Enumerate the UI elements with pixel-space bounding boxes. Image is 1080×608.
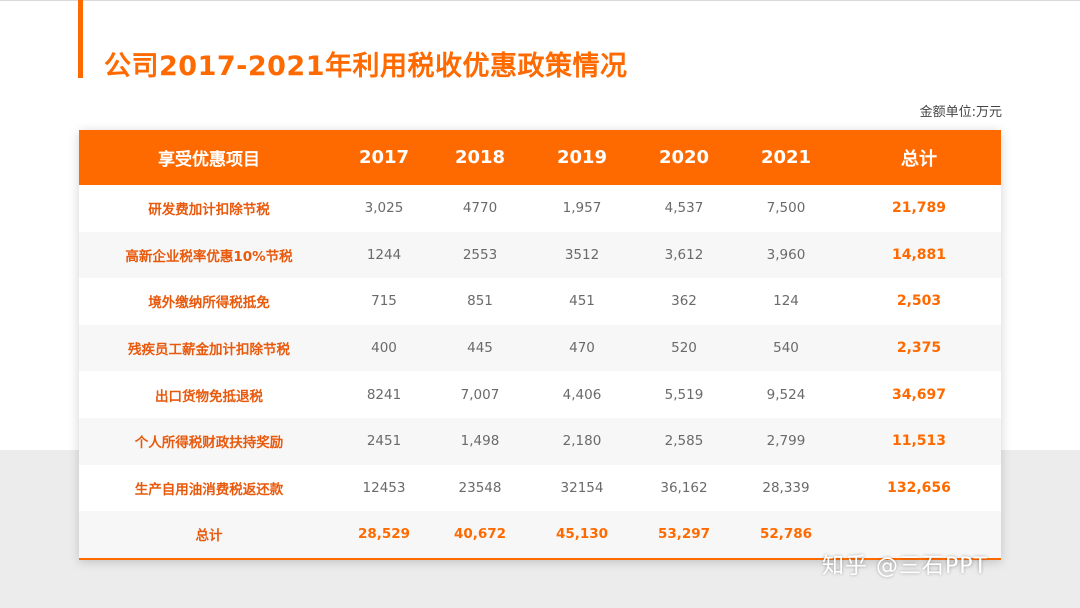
watermark: 知乎 @三石PPT <box>822 554 988 579</box>
row-label: 生产自用油消费税返还款 <box>134 481 284 498</box>
table-row: 个人所得税财政扶持奖励 2451 1,498 2,180 2,585 2,799… <box>79 417 1001 465</box>
table-cell: 32154 <box>560 479 604 496</box>
table-cell: 451 <box>569 293 595 310</box>
title-accent-bar <box>78 0 83 78</box>
header-2018: 2018 <box>454 147 506 168</box>
table-row: 出口货物免抵退税 8241 7,007 4,406 5,519 9,524 34… <box>79 371 1001 418</box>
table-cell: 7,007 <box>460 386 500 403</box>
table-cell: 3,612 <box>664 246 704 263</box>
row-total: 2,375 <box>896 340 942 357</box>
table-cell: 12453 <box>362 479 406 496</box>
table-cell: 9,524 <box>766 386 806 403</box>
table-row: 境外缴纳所得税抵免 715 851 451 362 124 2,503 <box>79 278 1001 325</box>
row-label: 个人所得税财政扶持奖励 <box>134 435 284 452</box>
header-2021: 2021 <box>760 147 812 168</box>
table-cell: 2,585 <box>664 433 704 450</box>
table-cell: 520 <box>671 340 697 357</box>
row-label: 出口货物免抵退税 <box>155 388 263 405</box>
table-cell: 470 <box>569 340 595 357</box>
table-cell: 4,406 <box>562 386 602 403</box>
row-label: 高新企业税率优惠10%节税 <box>125 248 293 265</box>
header-total: 总计 <box>901 148 937 170</box>
table-cell: 445 <box>467 340 493 357</box>
header-item: 享受优惠项目 <box>158 150 260 170</box>
table-cell: 3512 <box>564 246 600 263</box>
page-title: 公司2017-2021年利用税收优惠政策情况 <box>104 51 628 82</box>
tax-benefit-table: 享受优惠项目 2017 2018 2019 2020 2021 总计 研发费加计… <box>79 130 1001 558</box>
table-cell: 52,786 <box>759 526 813 543</box>
row-total: 132,656 <box>887 479 951 496</box>
table-cell: 4,537 <box>664 200 704 217</box>
table-row: 生产自用油消费税返还款 12453 23548 32154 36,162 28,… <box>79 464 1001 512</box>
table-row: 残疾员工薪金加计扣除节税 400 445 470 520 540 2,375 <box>79 324 1001 372</box>
table-cell: 45,130 <box>555 526 609 543</box>
row-total: 14,881 <box>891 246 947 263</box>
table-cell: 124 <box>773 293 799 310</box>
table-cell: 3,025 <box>364 200 404 217</box>
row-label: 境外缴纳所得税抵免 <box>148 295 270 312</box>
table-cell: 3,960 <box>766 246 806 263</box>
data-table-card: 享受优惠项目 2017 2018 2019 2020 2021 总计 研发费加计… <box>79 130 1001 560</box>
table-cell: 1244 <box>366 246 402 263</box>
table-cell: 2553 <box>462 246 498 263</box>
table-cell: 7,500 <box>766 200 806 217</box>
header-2019: 2019 <box>556 147 608 168</box>
header-2017: 2017 <box>358 147 410 168</box>
table-cell: 8241 <box>366 386 402 403</box>
table-cell: 362 <box>671 293 697 310</box>
table-cell: 715 <box>371 293 397 310</box>
top-frame-line <box>0 0 1080 1</box>
row-total: 2,503 <box>896 293 942 310</box>
table-total-row: 总计 28,529 40,672 45,130 53,297 52,786 <box>79 511 1001 558</box>
table-cell: 28,529 <box>357 526 411 543</box>
table-cell: 851 <box>467 293 493 310</box>
table-header-row: 享受优惠项目 2017 2018 2019 2020 2021 总计 <box>79 130 1001 185</box>
header-2020: 2020 <box>658 147 710 168</box>
row-label: 残疾员工薪金加计扣除节税 <box>128 342 290 359</box>
table-cell: 1,498 <box>460 433 500 450</box>
row-total: 11,513 <box>891 433 947 450</box>
table-cell: 36,162 <box>660 479 708 496</box>
table-cell: 40,672 <box>453 526 507 543</box>
row-total: 21,789 <box>891 200 947 217</box>
table-cell: 540 <box>773 340 799 357</box>
table-cell: 5,519 <box>664 386 704 403</box>
unit-note: 金额单位:万元 <box>919 105 1002 120</box>
table-cell: 4770 <box>462 200 498 217</box>
table-cell: 53,297 <box>657 526 711 543</box>
row-total: 34,697 <box>891 386 947 403</box>
row-label: 研发费加计扣除节税 <box>148 202 270 219</box>
table-cell: 23548 <box>458 479 502 496</box>
table-row: 研发费加计扣除节税 3,025 4770 1,957 4,537 7,500 2… <box>79 185 1001 232</box>
table-cell: 2451 <box>366 433 402 450</box>
table-cell: 2,180 <box>562 433 602 450</box>
table-cell: 400 <box>371 340 397 357</box>
table-cell: 2,799 <box>766 433 806 450</box>
total-row-label: 总计 <box>195 528 223 545</box>
table-cell: 28,339 <box>762 479 810 496</box>
table-cell: 1,957 <box>562 200 602 217</box>
table-row: 高新企业税率优惠10%节税 1244 2553 3512 3,612 3,960… <box>79 231 1001 279</box>
